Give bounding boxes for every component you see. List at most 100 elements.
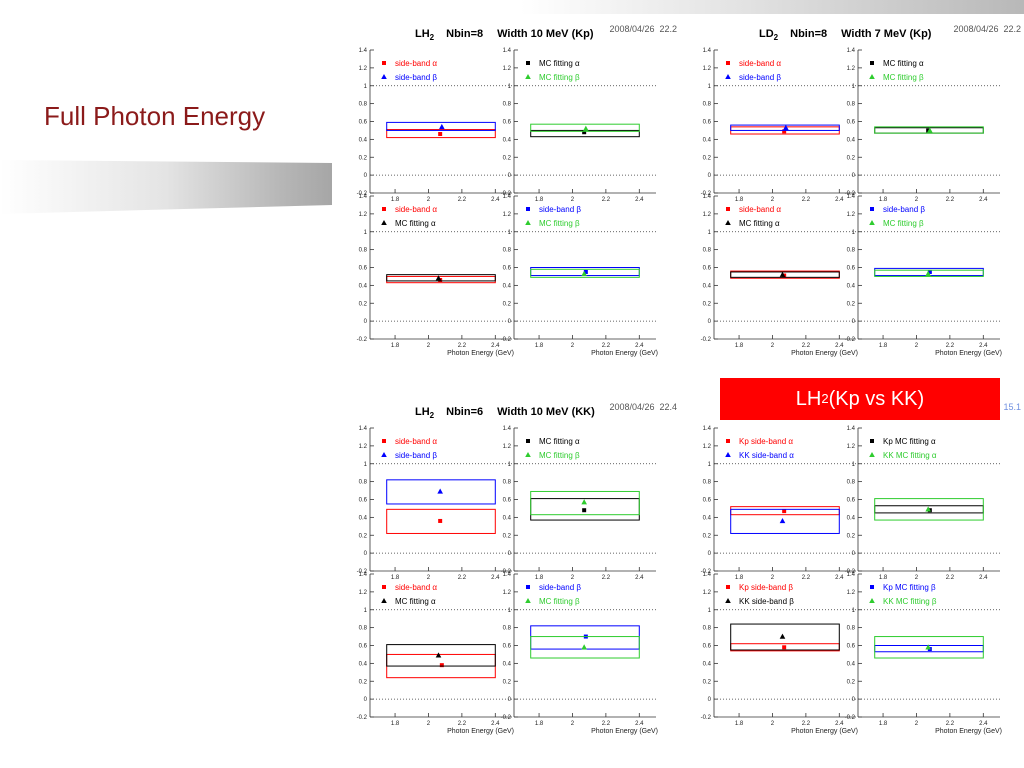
legend-square-icon [382,439,386,443]
x-tick-label: 2 [915,575,919,581]
y-tick-label: 1.4 [847,194,856,200]
x-tick-label: 2 [771,343,775,349]
x-tick-label: 2.2 [602,575,611,581]
y-tick-label: -0.2 [845,715,856,721]
y-tick-label: 0.6 [503,120,512,126]
x-tick-label: 1.8 [535,721,544,727]
legend-triangle-icon [525,598,531,603]
highlight-base: LH [795,387,822,410]
uncertainty-band [730,124,840,131]
legend-label: MC fitting α [539,437,580,446]
data-point-square [782,129,787,134]
data-point-triangle [925,506,931,512]
y-tick-label: 1.2 [703,444,712,450]
x-tick-label: 2.2 [602,343,611,349]
y-tick-label: 1.4 [359,572,368,578]
legend-square-icon [382,585,386,589]
legend-label: KK side-band α [739,451,794,460]
data-point-square [926,128,931,133]
legend-label: MC fitting α [395,219,436,228]
y-tick-label: 1.2 [847,66,856,72]
x-tick-label: 2 [771,721,775,727]
x-axis-label: Photon Energy (GeV) [791,728,858,735]
legend-label: side-band β [883,205,925,214]
x-tick-label: 1.8 [535,197,544,203]
y-tick-label: 0 [364,551,368,557]
title-width: Width 7 MeV (Kp) [841,28,932,40]
x-tick-label: 1.8 [735,343,744,349]
y-tick-label: -0.2 [501,569,512,575]
y-tick-label: 0.4 [847,283,856,289]
y-tick-label: 0 [364,697,368,703]
x-tick-label: 2.4 [979,343,988,349]
legend-label: KK side-band β [739,597,794,606]
y-tick-label: 0.6 [703,120,712,126]
legend-triangle-icon [381,74,387,79]
x-axis-label: Photon Energy (GeV) [935,728,1002,735]
y-tick-label: 1.2 [847,444,856,450]
legend-label: Kp side-band α [739,437,793,446]
x-tick-label: 1.8 [391,721,400,727]
y-tick-label: 0.6 [503,498,512,504]
y-tick-label: 1.2 [503,66,512,72]
y-tick-label: 0.8 [703,626,712,632]
subplot-bottom-right: 1.41.210.80.60.40.20-0.21.8 2 2.2 2.4Photon… [501,194,658,357]
y-tick-label: 1 [508,608,512,614]
y-tick-label: 0.4 [847,661,856,667]
x-tick-label: 1.8 [391,197,400,203]
y-tick-label: 0.6 [847,120,856,126]
x-tick-label: 2 [427,343,431,349]
y-tick-label: 0.4 [359,515,368,521]
data-point-triangle [583,125,589,131]
x-tick-label: 2.2 [802,343,811,349]
y-tick-label: 0.8 [359,102,368,108]
y-tick-label: 0.4 [359,283,368,289]
y-tick-label: -0.2 [357,337,368,343]
y-tick-label: 0.4 [503,515,512,521]
y-tick-label: 0.4 [503,661,512,667]
y-tick-label: 0.4 [847,137,856,143]
legend-label: side-band α [395,437,437,446]
legend-label: KK MC fitting α [883,451,937,460]
y-tick-label: 0 [508,697,512,703]
y-tick-label: 0.2 [359,301,368,307]
x-tick-label: 1.8 [879,197,888,203]
data-point-square [582,508,587,513]
subplot-top-right: 1.4 1.2 1 0.8 0.6 0.4 0.2 0 -0.2 1.8 2 2.2 2.4 Kp MC … [845,426,1000,581]
y-tick-label: 1.4 [703,48,712,54]
title-nbin: Nbin=8 [446,28,483,40]
y-tick-label: 1.4 [703,194,712,200]
y-tick-label: 0.8 [847,248,856,254]
legend-label: Kp MC fitting β [883,583,936,592]
subplot-top-right: 1.4 1.2 1 0.8 0.6 0.4 0.2 0 -0.2 1.8 2 2.2 2.4 MC fit… [501,426,656,581]
y-tick-label: 1.4 [703,426,712,432]
subplot-bottom-left: 1.41.210.80.60.40.20-0.21.8 2 2.2 2.4Photon… [701,572,858,735]
y-tick-label: 0.8 [847,480,856,486]
legend-label: side-band β [539,583,581,592]
y-tick-label: 1.2 [359,66,368,72]
timestamp: 2008/04/26 22.2 [609,24,677,34]
data-point-square [439,663,444,668]
y-tick-label: 0.4 [359,661,368,667]
legend-label: side-band β [395,73,437,82]
x-tick-label: 1.8 [535,575,544,581]
title-nbin: Nbin=6 [446,406,483,418]
x-tick-label: 1.8 [879,343,888,349]
y-tick-label: 0.4 [703,137,712,143]
y-tick-label: 1.2 [359,590,368,596]
plot-panel: 15.1 1.4 1.2 1 0.8 0.6 0.4 0.2 0 -0.2 1.8 2 2.2 2.4 Kp… [701,402,1021,735]
y-tick-label: 1.4 [847,426,856,432]
data-point-triangle [439,123,445,130]
data-point-triangle [779,517,786,524]
uncertainty-band [730,623,840,651]
uncertainty-band [530,268,640,278]
legend-triangle-icon [725,598,731,603]
uncertainty-band [386,479,496,505]
x-tick-label: 2 [571,575,575,581]
x-tick-label: 1.8 [391,343,400,349]
y-tick-label: 0.2 [703,679,712,685]
y-tick-label: 1 [708,230,712,236]
x-tick-label: 2 [915,721,919,727]
y-tick-label: 1.4 [359,426,368,432]
